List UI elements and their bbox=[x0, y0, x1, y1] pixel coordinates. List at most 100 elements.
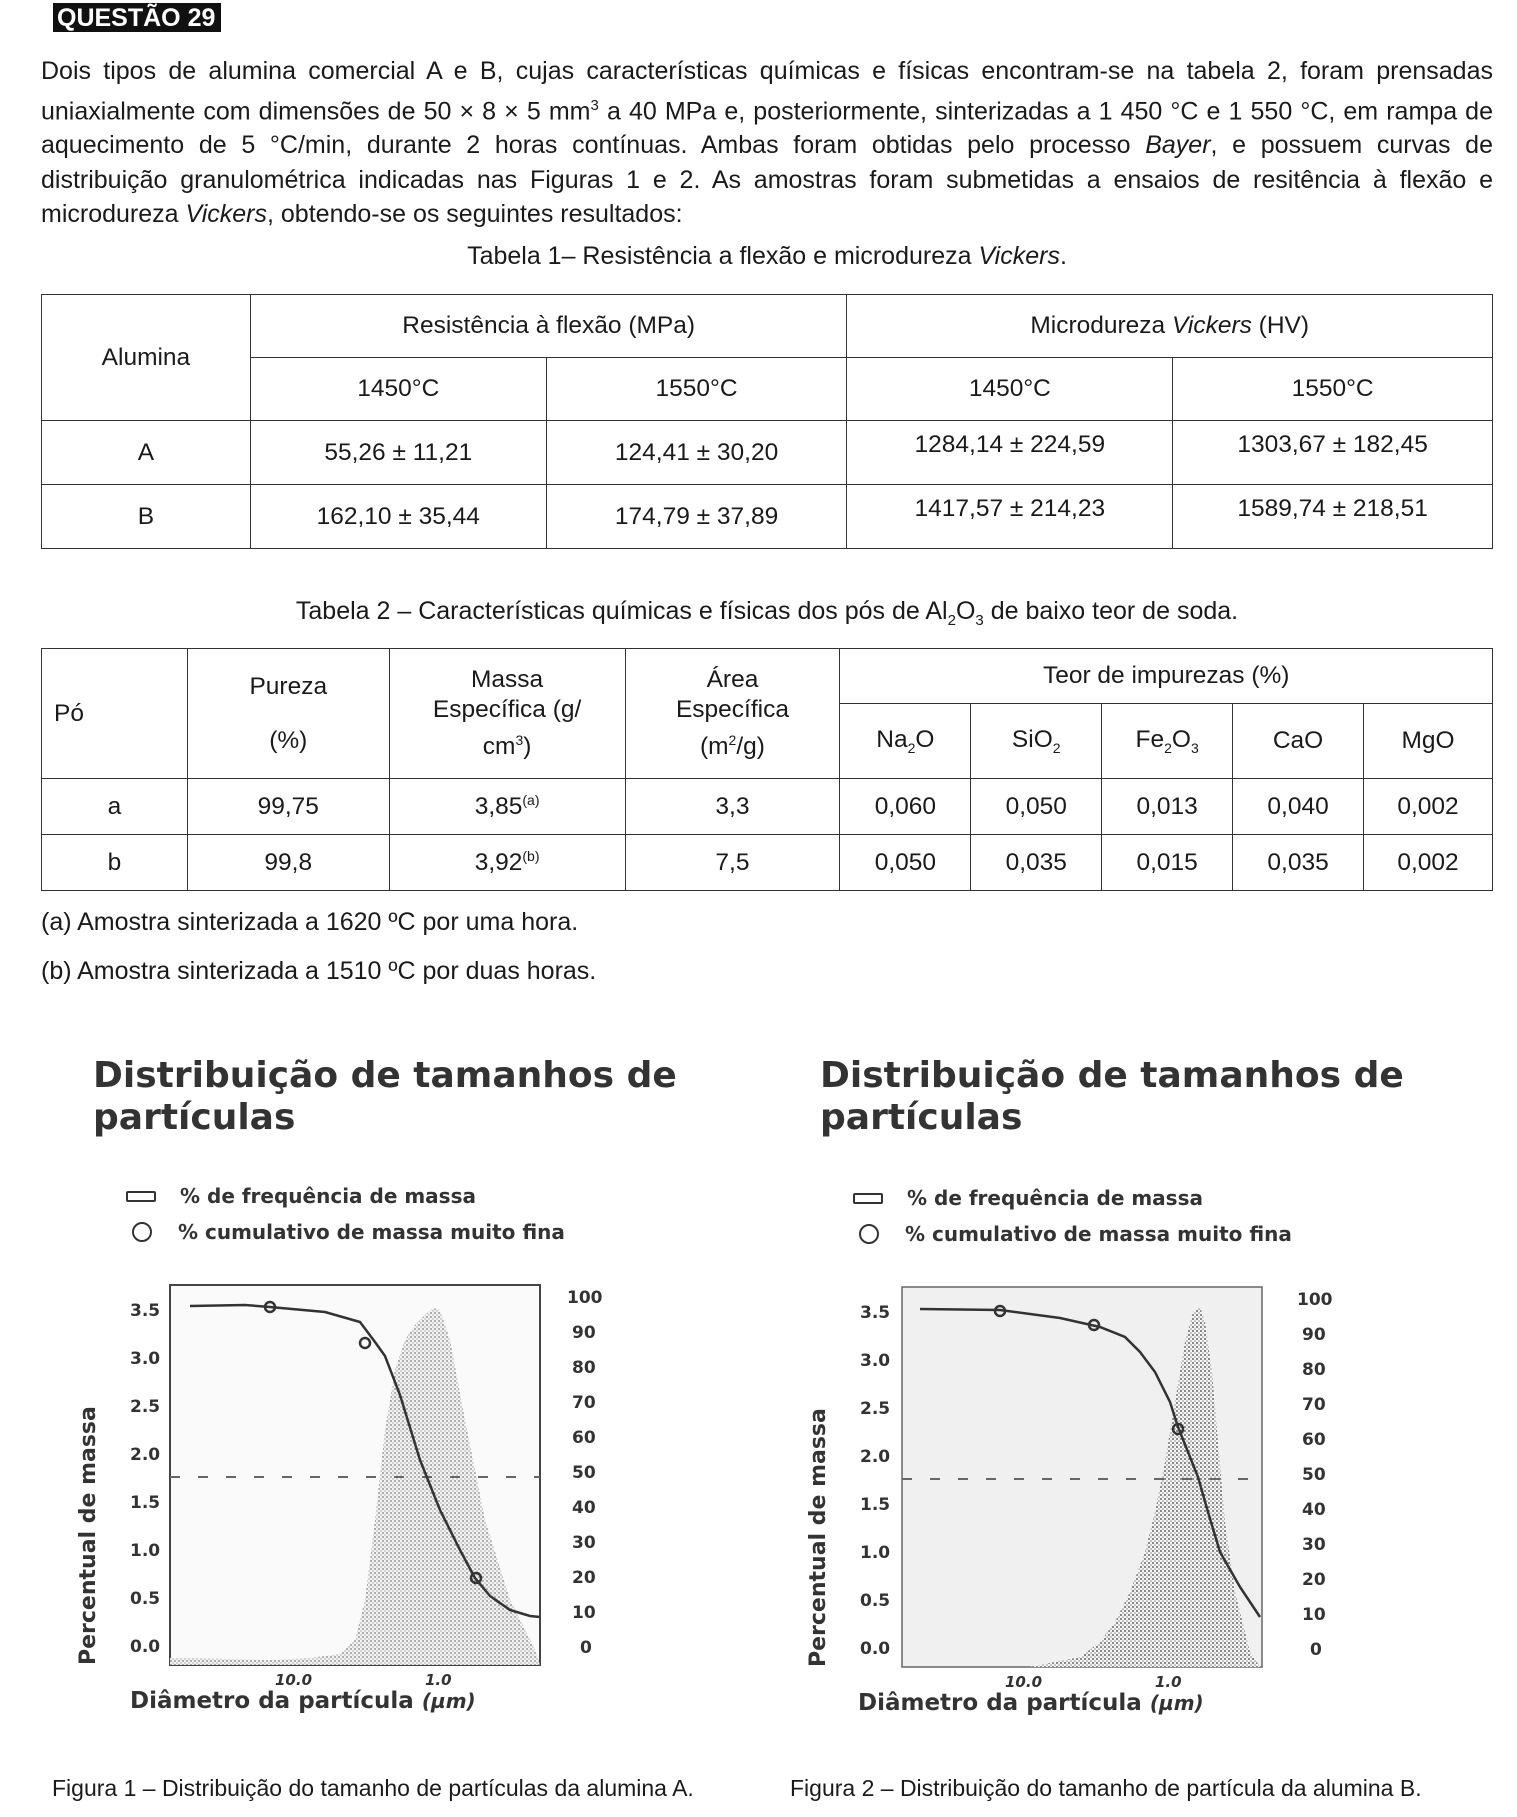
figure1-right-ticks: 100 90 80 70 60 50 40 30 20 10 0 bbox=[567, 1288, 603, 1658]
t2-header-na2o: Na2O bbox=[839, 703, 972, 779]
svg-text:1.5: 1.5 bbox=[130, 1493, 160, 1513]
t2-cell-mgo: 0,002 bbox=[1363, 778, 1493, 835]
figure2-ylabel: Percentual de massa bbox=[806, 1408, 831, 1667]
svg-text:2.0: 2.0 bbox=[860, 1447, 890, 1467]
svg-text:0.5: 0.5 bbox=[860, 1591, 890, 1611]
table-row: b 99,8 3,92(b) 7,5 0,050 0,035 0,015 0,0… bbox=[41, 834, 1493, 891]
t2-header-mgo: MgO bbox=[1363, 703, 1493, 779]
svg-text:0: 0 bbox=[1310, 1640, 1322, 1660]
t2-cell-pureza: 99,8 bbox=[186, 834, 390, 891]
svg-text:70: 70 bbox=[1302, 1395, 1326, 1415]
table2-note-a: (a) Amostra sinterizada a 1620 ºC por um… bbox=[41, 908, 579, 936]
t2-cell-massa: 3,85(a) bbox=[388, 778, 626, 835]
svg-text:1.0: 1.0 bbox=[130, 1541, 160, 1561]
t1-header-microdureza: Microdureza Vickers (HV) bbox=[846, 294, 1493, 358]
figure2-chart: 3.5 3.0 2.5 2.0 1.5 1.0 0.5 0.0 100 90 8… bbox=[806, 1286, 1333, 1716]
t2-header-po: Pó bbox=[41, 648, 188, 779]
figure1-xtick: 1.0 bbox=[425, 1671, 452, 1689]
figure2-xtick: 10.0 bbox=[1005, 1673, 1042, 1691]
svg-text:40: 40 bbox=[1302, 1500, 1326, 1520]
t2-header-cao: CaO bbox=[1232, 703, 1365, 779]
t2-cell-na2o: 0,050 bbox=[839, 834, 972, 891]
svg-text:0: 0 bbox=[580, 1638, 592, 1658]
svg-text:100: 100 bbox=[1297, 1290, 1333, 1310]
figure1-ylabel: Percentual de massa bbox=[76, 1406, 101, 1665]
svg-text:2.0: 2.0 bbox=[130, 1445, 160, 1465]
svg-text:3.0: 3.0 bbox=[130, 1349, 160, 1369]
svg-text:0.0: 0.0 bbox=[130, 1637, 160, 1657]
svg-text:90: 90 bbox=[1302, 1325, 1326, 1345]
t1-header-micro-1450: 1450°C bbox=[846, 357, 1174, 421]
t2-cell-massa: 3,92(b) bbox=[388, 834, 626, 891]
svg-text:0.5: 0.5 bbox=[130, 1589, 160, 1609]
svg-text:80: 80 bbox=[572, 1358, 596, 1378]
svg-text:10: 10 bbox=[1302, 1605, 1326, 1625]
circle-legend-icon bbox=[859, 1224, 879, 1244]
t2-header-pureza: Pureza (%) bbox=[186, 648, 390, 779]
figure2-right-ticks: 100 90 80 70 60 50 40 30 20 10 0 bbox=[1297, 1290, 1333, 1660]
figure1-chart: 3.5 3.0 2.5 2.0 1.5 1.0 0.5 0.0 100 90 8… bbox=[76, 1284, 603, 1714]
table-row: A 55,26 ± 11,21 124,41 ± 30,20 1284,14 ±… bbox=[41, 420, 1493, 485]
t1-cell-alumina: B bbox=[41, 484, 251, 549]
table2: Pó Pureza (%) Massa Específica (g/cm3) Áre… bbox=[41, 648, 1493, 891]
t2-cell-cao: 0,035 bbox=[1232, 834, 1365, 891]
svg-text:20: 20 bbox=[1302, 1570, 1326, 1590]
svg-text:3.5: 3.5 bbox=[860, 1303, 890, 1323]
svg-text:2.5: 2.5 bbox=[860, 1399, 890, 1419]
question-label: QUESTÃO 29 bbox=[53, 3, 222, 32]
t2-header-massa: Massa Específica (g/cm3) bbox=[388, 648, 626, 779]
svg-text:3.5: 3.5 bbox=[130, 1301, 160, 1321]
t2-cell-cao: 0,040 bbox=[1232, 778, 1365, 835]
svg-text:3.0: 3.0 bbox=[860, 1351, 890, 1371]
table-row: a 99,75 3,85(a) 3,3 0,060 0,050 0,013 0,… bbox=[41, 778, 1493, 835]
svg-text:60: 60 bbox=[1302, 1430, 1326, 1450]
t2-cell-sio2: 0,035 bbox=[970, 834, 1103, 891]
figure2-xtick: 1.0 bbox=[1155, 1673, 1182, 1691]
svg-text:50: 50 bbox=[572, 1463, 596, 1483]
svg-text:30: 30 bbox=[1302, 1535, 1326, 1555]
t1-cell-res-1550: 124,41 ± 30,20 bbox=[545, 420, 848, 485]
t1-cell-micro-1450: 1417,57 ± 214,23 bbox=[846, 484, 1174, 549]
t1-cell-res-1450: 162,10 ± 35,44 bbox=[249, 484, 547, 549]
t2-cell-na2o: 0,060 bbox=[839, 778, 972, 835]
t2-cell-area: 3,3 bbox=[624, 778, 841, 835]
t1-header-res-1450: 1450°C bbox=[249, 357, 547, 421]
svg-text:1.0: 1.0 bbox=[860, 1543, 890, 1563]
figure1-title: Distribuição de tamanhos de partículas bbox=[93, 1055, 677, 1138]
t1-header-res-1550: 1550°C bbox=[545, 357, 848, 421]
figure1-legend: % de frequência de massa % cumulativo de… bbox=[126, 1178, 565, 1250]
t2-header-fe2o3: Fe2O3 bbox=[1101, 703, 1234, 779]
t2-cell-sio2: 0,050 bbox=[970, 778, 1103, 835]
t1-header-micro-1550: 1550°C bbox=[1172, 357, 1493, 421]
figure1-xtick: 10.0 bbox=[275, 1671, 312, 1689]
t1-cell-micro-1450: 1284,14 ± 224,59 bbox=[846, 420, 1174, 485]
t2-cell-mgo: 0,002 bbox=[1363, 834, 1493, 891]
t2-header-sio2: SiO2 bbox=[970, 703, 1103, 779]
table1: Alumina Resistência à flexão (MPa) Micro… bbox=[41, 294, 1493, 549]
svg-text:40: 40 bbox=[572, 1498, 596, 1518]
table2-caption: Tabela 2 – Características químicas e fí… bbox=[295, 597, 1239, 629]
figure1-left-ticks: 3.5 3.0 2.5 2.0 1.5 1.0 0.5 0.0 bbox=[130, 1301, 160, 1657]
figure2-left-ticks: 3.5 3.0 2.5 2.0 1.5 1.0 0.5 0.0 bbox=[860, 1303, 890, 1659]
t1-header-resistencia: Resistência à flexão (MPa) bbox=[249, 294, 848, 358]
table1-caption: Tabela 1– Resistência a flexão e microdu… bbox=[467, 242, 1067, 270]
t2-header-teor: Teor de impurezas (%) bbox=[839, 648, 1493, 704]
table-row: B 162,10 ± 35,44 174,79 ± 37,89 1417,57 … bbox=[41, 484, 1493, 549]
figure2-xlabel: Diâmetro da partícula (µm) bbox=[858, 1690, 1204, 1716]
t2-cell-area: 7,5 bbox=[624, 834, 841, 891]
figure1-caption: Figura 1 – Distribuição do tamanho de pa… bbox=[52, 1775, 694, 1801]
t2-cell-po: a bbox=[41, 778, 188, 835]
t1-cell-micro-1550: 1303,67 ± 182,45 bbox=[1172, 420, 1493, 485]
t1-cell-res-1550: 174,79 ± 37,89 bbox=[545, 484, 848, 549]
figure1-xlabel: Diâmetro da partícula (µm) bbox=[130, 1688, 476, 1714]
svg-text:20: 20 bbox=[572, 1568, 596, 1588]
svg-text:1.5: 1.5 bbox=[860, 1495, 890, 1515]
t1-cell-alumina: A bbox=[41, 420, 251, 485]
t2-cell-pureza: 99,75 bbox=[186, 778, 390, 835]
svg-text:10: 10 bbox=[572, 1603, 596, 1623]
svg-text:100: 100 bbox=[567, 1288, 603, 1308]
circle-legend-icon bbox=[132, 1222, 152, 1242]
svg-text:2.5: 2.5 bbox=[130, 1397, 160, 1417]
t1-header-alumina: Alumina bbox=[41, 294, 251, 421]
t2-header-area: Área Específica (m2/g) bbox=[624, 648, 841, 779]
